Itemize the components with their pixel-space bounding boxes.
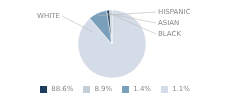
html-text:8.9%: 8.9%: [94, 85, 113, 93]
svg-text:WHITE: WHITE: [37, 12, 60, 20]
svg-text:HISPANIC: HISPANIC: [158, 8, 191, 16]
svg-text:ASIAN: ASIAN: [158, 19, 179, 27]
html-text:1.4%: 1.4%: [133, 85, 151, 93]
svg-text:BLACK: BLACK: [158, 30, 181, 38]
html-text:1.1%: 1.1%: [172, 85, 190, 93]
html-text:88.6%: 88.6%: [51, 85, 74, 93]
